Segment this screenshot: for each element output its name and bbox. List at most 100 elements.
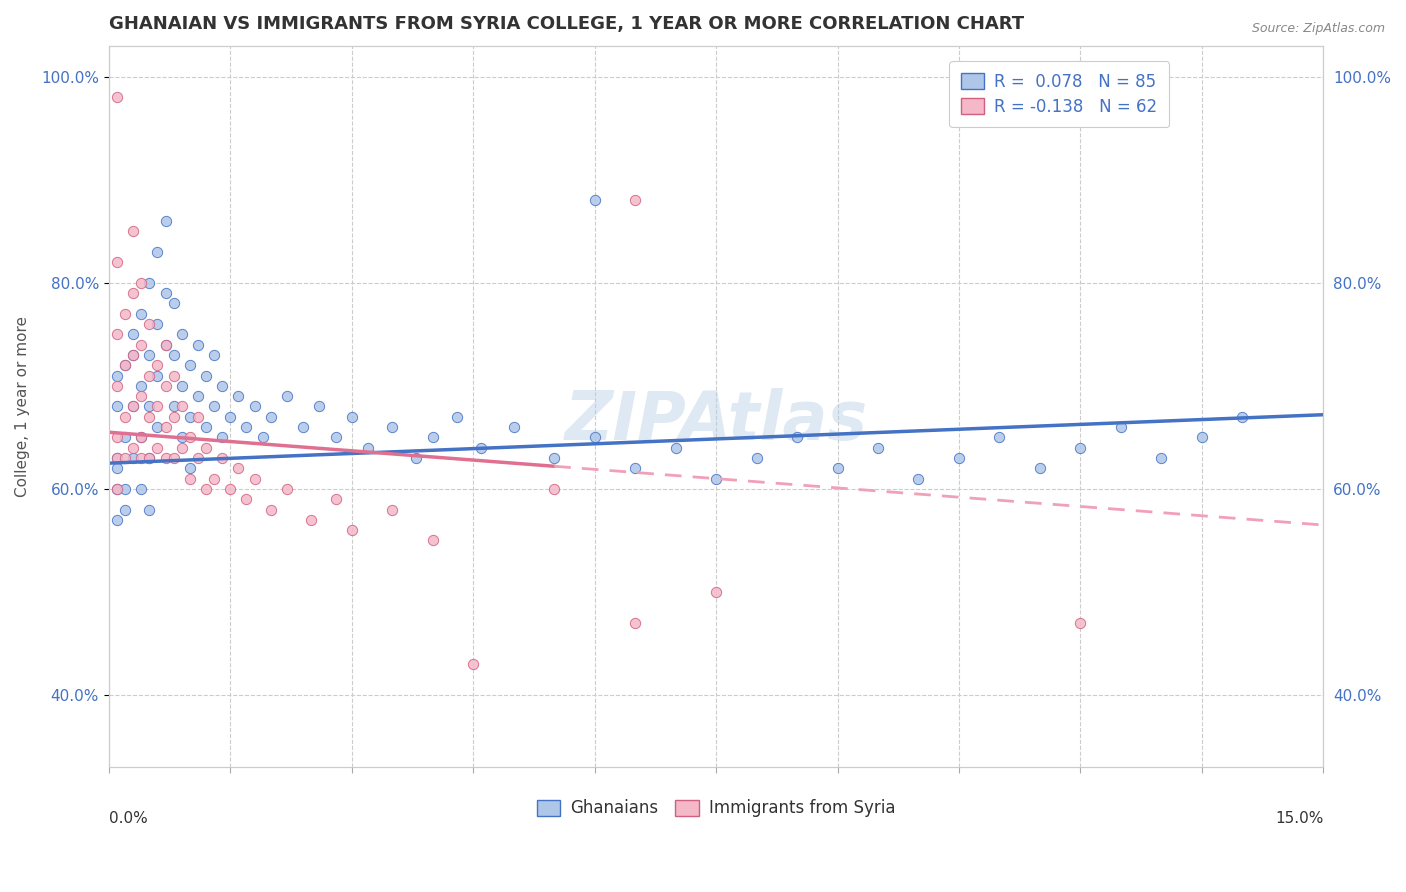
Point — [114, 502, 136, 516]
Point — [704, 472, 727, 486]
Point — [114, 358, 136, 372]
Point — [276, 482, 298, 496]
Point — [170, 441, 193, 455]
Point — [325, 492, 347, 507]
Point — [138, 276, 160, 290]
Point — [122, 450, 145, 465]
Point — [155, 214, 177, 228]
Point — [1069, 441, 1091, 455]
Point — [299, 513, 322, 527]
Point — [543, 450, 565, 465]
Point — [129, 430, 152, 444]
Point — [122, 348, 145, 362]
Point — [105, 400, 128, 414]
Point — [260, 502, 283, 516]
Point — [138, 317, 160, 331]
Point — [138, 400, 160, 414]
Point — [502, 420, 524, 434]
Point — [179, 430, 201, 444]
Point — [179, 472, 201, 486]
Point — [195, 482, 218, 496]
Point — [446, 409, 468, 424]
Text: GHANAIAN VS IMMIGRANTS FROM SYRIA COLLEGE, 1 YEAR OR MORE CORRELATION CHART: GHANAIAN VS IMMIGRANTS FROM SYRIA COLLEG… — [108, 15, 1024, 33]
Point — [155, 337, 177, 351]
Point — [211, 430, 233, 444]
Point — [129, 379, 152, 393]
Point — [146, 441, 169, 455]
Y-axis label: College, 1 year or more: College, 1 year or more — [15, 316, 30, 497]
Point — [195, 368, 218, 383]
Point — [1232, 409, 1254, 424]
Point — [162, 368, 184, 383]
Point — [583, 194, 606, 208]
Point — [211, 379, 233, 393]
Point — [114, 430, 136, 444]
Point — [786, 430, 808, 444]
Point — [243, 400, 266, 414]
Point — [129, 450, 152, 465]
Point — [170, 379, 193, 393]
Point — [129, 276, 152, 290]
Point — [162, 348, 184, 362]
Point — [179, 461, 201, 475]
Point — [381, 502, 404, 516]
Point — [827, 461, 849, 475]
Point — [187, 389, 209, 403]
Point — [146, 420, 169, 434]
Point — [122, 348, 145, 362]
Point — [187, 450, 209, 465]
Point — [138, 450, 160, 465]
Point — [105, 379, 128, 393]
Point — [664, 441, 686, 455]
Point — [583, 430, 606, 444]
Point — [704, 585, 727, 599]
Point — [357, 441, 380, 455]
Point — [422, 533, 444, 548]
Point — [155, 379, 177, 393]
Point — [187, 409, 209, 424]
Point — [105, 450, 128, 465]
Point — [138, 348, 160, 362]
Point — [105, 90, 128, 104]
Point — [948, 450, 970, 465]
Point — [260, 409, 283, 424]
Point — [114, 482, 136, 496]
Point — [907, 472, 929, 486]
Text: 15.0%: 15.0% — [1275, 811, 1323, 826]
Point — [211, 450, 233, 465]
Point — [624, 461, 647, 475]
Point — [202, 348, 225, 362]
Point — [105, 461, 128, 475]
Text: Source: ZipAtlas.com: Source: ZipAtlas.com — [1251, 22, 1385, 36]
Point — [146, 317, 169, 331]
Point — [235, 492, 257, 507]
Text: 0.0%: 0.0% — [108, 811, 148, 826]
Point — [195, 420, 218, 434]
Point — [170, 430, 193, 444]
Point — [162, 450, 184, 465]
Point — [129, 430, 152, 444]
Point — [195, 441, 218, 455]
Point — [114, 307, 136, 321]
Point — [162, 409, 184, 424]
Point — [155, 286, 177, 301]
Point — [866, 441, 889, 455]
Point — [202, 472, 225, 486]
Point — [105, 482, 128, 496]
Point — [105, 255, 128, 269]
Point — [138, 409, 160, 424]
Point — [179, 409, 201, 424]
Point — [463, 657, 485, 672]
Point — [155, 337, 177, 351]
Point — [470, 441, 492, 455]
Point — [138, 450, 160, 465]
Point — [179, 358, 201, 372]
Point — [122, 224, 145, 238]
Point — [187, 337, 209, 351]
Point — [340, 409, 363, 424]
Point — [170, 400, 193, 414]
Point — [292, 420, 315, 434]
Point — [1069, 615, 1091, 630]
Point — [146, 358, 169, 372]
Point — [745, 450, 768, 465]
